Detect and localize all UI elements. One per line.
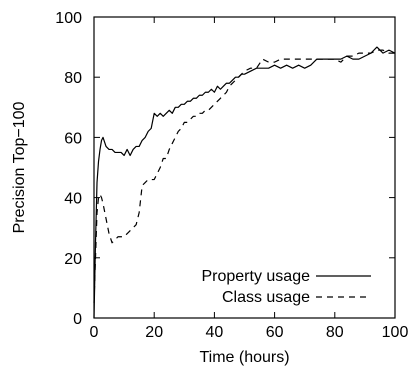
- legend-label-class-usage: Class usage: [222, 289, 310, 306]
- y-axis-label: Precision Top−100: [11, 102, 28, 234]
- series-layer: [93, 46, 396, 319]
- y-tick-label: 20: [64, 251, 82, 268]
- legend-label-property-usage: Property usage: [201, 268, 310, 285]
- y-tick-label: 100: [55, 10, 82, 27]
- x-tick-label: 100: [382, 324, 409, 341]
- y-tick-label: 40: [64, 191, 82, 208]
- x-axis-label: Time (hours): [199, 349, 289, 366]
- y-tick-label: 60: [64, 130, 82, 147]
- series-line-class-usage: [93, 49, 395, 303]
- series-line-property-usage: [93, 46, 396, 319]
- x-tick-label: 40: [206, 324, 224, 341]
- plot-frame: [93, 16, 396, 319]
- x-tick-label: 20: [145, 324, 163, 341]
- legend: Property usage Class usage: [201, 268, 371, 306]
- x-tick-label: 0: [90, 324, 99, 341]
- axis-ticks: 0 20 40 60 80 100 0 20 40 60 80 100: [55, 10, 408, 341]
- y-tick-label: 80: [64, 70, 82, 87]
- y-tick-label: 0: [73, 311, 82, 328]
- x-tick-label: 60: [266, 324, 284, 341]
- x-tick-label: 80: [326, 324, 344, 341]
